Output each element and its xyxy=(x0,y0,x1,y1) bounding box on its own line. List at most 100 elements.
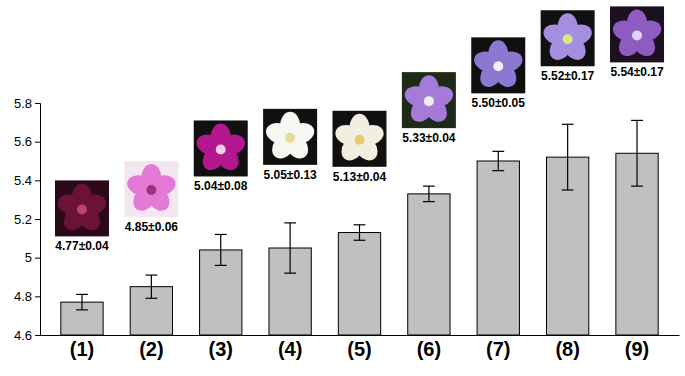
chart: 4.64.855.25.45.65.8(1)(2)(3)(4)(5)(6)(7)… xyxy=(0,0,685,376)
error-cap xyxy=(492,170,504,171)
error-cap xyxy=(145,298,157,299)
plot: 4.64.855.25.45.65.8(1)(2)(3)(4)(5)(6)(7)… xyxy=(14,6,680,360)
x-tick-label: (4) xyxy=(278,338,302,360)
flower-photo xyxy=(124,161,178,217)
error-stem xyxy=(636,120,637,186)
flower-photo xyxy=(541,10,595,66)
flower-photo xyxy=(471,37,525,93)
x-tick-label: (3) xyxy=(209,338,233,360)
x-tick: (8) xyxy=(555,335,579,360)
x-tick: (2) xyxy=(139,335,163,360)
photo-center xyxy=(285,133,295,143)
x-tick-label: (5) xyxy=(347,338,371,360)
data-label: 5.50±0.05 xyxy=(472,96,526,110)
flower-photo xyxy=(402,72,456,128)
photo-petal xyxy=(124,172,157,200)
y-tick-mark xyxy=(35,335,40,336)
x-tick-label: (6) xyxy=(417,338,441,360)
photo-petal xyxy=(541,21,574,49)
photo-petal xyxy=(402,83,435,111)
flower-photo xyxy=(194,120,248,176)
photo-center xyxy=(424,96,434,106)
error-cap xyxy=(215,265,227,266)
photo-frame xyxy=(541,10,595,66)
photo-center xyxy=(632,30,642,40)
y-tick: 5 xyxy=(25,250,40,265)
y-tick-mark xyxy=(35,103,40,104)
annotations: 4.77±0.04 4.85±0.06 5.04±0.08 5.05±0.13 5.13… xyxy=(55,6,664,253)
data-label: 4.77±0.04 xyxy=(55,239,109,253)
y-tick-mark xyxy=(35,296,40,297)
y-tick-label: 5.6 xyxy=(14,134,32,149)
flower-photo xyxy=(333,111,387,167)
y-tick: 5.8 xyxy=(14,96,40,111)
photo-frame xyxy=(402,72,456,128)
x-tick: (7) xyxy=(486,335,510,360)
bar xyxy=(408,194,450,335)
photo-frame xyxy=(333,111,387,167)
y-tick-label: 5.2 xyxy=(14,212,32,227)
error-cap xyxy=(562,189,574,190)
photo-frame xyxy=(124,161,178,217)
error-cap xyxy=(492,151,504,152)
y-axis-line xyxy=(35,104,41,336)
flower-photo xyxy=(263,109,317,165)
error-bar xyxy=(631,120,643,186)
photo-petal xyxy=(471,48,504,76)
y-tick-label: 4.8 xyxy=(14,289,32,304)
error-cap xyxy=(423,201,435,202)
error-cap xyxy=(631,120,643,121)
y-tick-mark xyxy=(35,258,40,259)
x-tick-label: (1) xyxy=(70,338,94,360)
x-tick-label: (2) xyxy=(139,338,163,360)
error-stem xyxy=(428,186,429,201)
photo-frame xyxy=(471,37,525,93)
flower-photo xyxy=(55,180,109,236)
data-label: 5.13±0.04 xyxy=(333,170,387,184)
x-tick-label: (8) xyxy=(555,338,579,360)
photo-frame xyxy=(55,180,109,236)
error-bar xyxy=(492,151,504,170)
photo-frame xyxy=(194,120,248,176)
photo-frame xyxy=(610,6,664,62)
error-stem xyxy=(151,275,152,298)
data-label: 5.04±0.08 xyxy=(194,179,248,193)
y-tick: 4.8 xyxy=(14,289,40,304)
error-bar xyxy=(145,275,157,298)
photo-center xyxy=(563,34,573,44)
photo-center xyxy=(77,204,87,214)
x-tick-label: (7) xyxy=(486,338,510,360)
data-label: 5.33±0.04 xyxy=(402,131,456,145)
error-cap xyxy=(354,240,366,241)
photo-center xyxy=(146,185,156,195)
photo-petal xyxy=(194,131,227,159)
flower-photo xyxy=(610,6,664,62)
error-bar xyxy=(423,186,435,201)
y-axis: 4.64.855.25.45.65.8 xyxy=(14,96,41,343)
x-axis-line xyxy=(41,335,680,336)
x-tick: (9) xyxy=(625,335,649,360)
photo-petal xyxy=(610,17,643,45)
photo-center xyxy=(216,144,226,154)
x-axis: (1) (2) (3) (4) (5) (6) (7) (8) (9) xyxy=(41,335,680,360)
error-cap xyxy=(562,124,574,125)
x-tick: (5) xyxy=(347,335,371,360)
data-label: 5.05±0.13 xyxy=(263,168,317,182)
error-bar xyxy=(76,294,88,309)
error-stem xyxy=(359,225,360,240)
bar xyxy=(477,161,519,335)
photo-center xyxy=(493,61,503,71)
error-cap xyxy=(76,294,88,295)
error-stem xyxy=(567,124,568,190)
y-tick-mark xyxy=(35,219,40,220)
y-tick: 5.2 xyxy=(14,212,40,227)
error-stem xyxy=(220,234,221,265)
data-label: 4.85±0.06 xyxy=(125,220,179,234)
y-tick-mark xyxy=(35,180,40,181)
error-stem xyxy=(81,294,82,309)
x-tick: (6) xyxy=(417,335,441,360)
bar xyxy=(338,233,380,335)
photo-petal xyxy=(55,191,88,219)
data-label: 5.52±0.17 xyxy=(541,69,595,83)
y-tick-label: 4.6 xyxy=(14,328,32,343)
